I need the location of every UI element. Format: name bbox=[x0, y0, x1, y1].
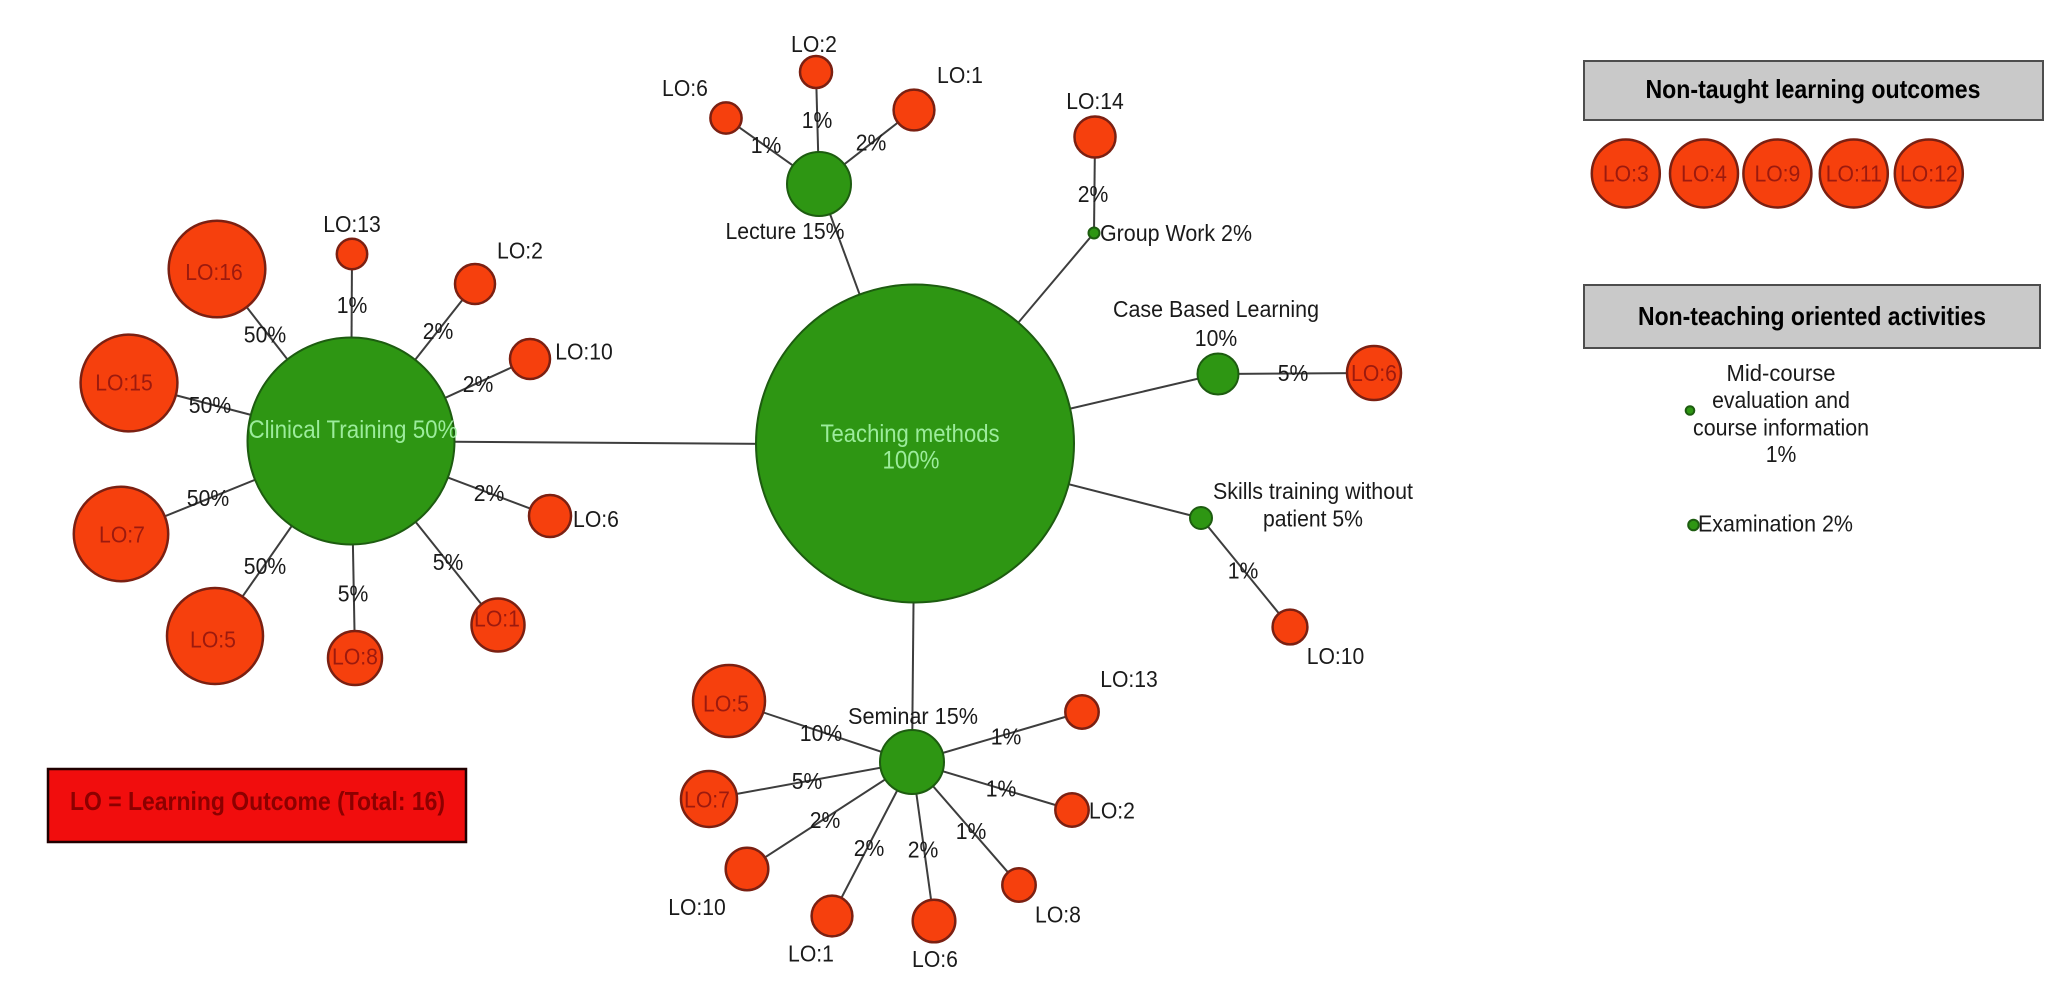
svg-text:LO:15: LO:15 bbox=[95, 370, 153, 396]
svg-text:LO:13: LO:13 bbox=[323, 211, 381, 237]
svg-text:1%: 1% bbox=[751, 132, 782, 158]
svg-text:LO:1: LO:1 bbox=[474, 606, 520, 632]
svg-text:LO:3: LO:3 bbox=[1603, 161, 1649, 187]
svg-text:1%: 1% bbox=[991, 724, 1022, 750]
svg-text:Mid-course: Mid-course bbox=[1727, 360, 1836, 386]
svg-text:50%: 50% bbox=[244, 322, 286, 348]
svg-text:LO:8: LO:8 bbox=[1035, 902, 1081, 928]
svg-text:LO:5: LO:5 bbox=[190, 627, 236, 653]
svg-text:LO:9: LO:9 bbox=[1754, 161, 1800, 187]
svg-text:LO:6: LO:6 bbox=[912, 946, 958, 972]
svg-text:LO:12: LO:12 bbox=[1900, 161, 1958, 187]
svg-text:Lecture 15%: Lecture 15% bbox=[726, 218, 845, 244]
svg-text:LO:4: LO:4 bbox=[1681, 161, 1727, 187]
svg-text:LO:7: LO:7 bbox=[684, 787, 730, 813]
svg-text:LO:1: LO:1 bbox=[937, 62, 983, 88]
svg-text:10%: 10% bbox=[1195, 325, 1237, 351]
svg-text:course information: course information bbox=[1693, 415, 1869, 441]
svg-text:LO:2: LO:2 bbox=[1089, 798, 1135, 824]
svg-text:patient 5%: patient 5% bbox=[1263, 506, 1363, 532]
svg-text:5%: 5% bbox=[338, 581, 369, 607]
svg-text:LO:13: LO:13 bbox=[1100, 666, 1158, 692]
svg-text:evaluation and: evaluation and bbox=[1712, 387, 1850, 413]
svg-text:5%: 5% bbox=[1278, 360, 1309, 386]
svg-text:Non-taught learning outcomes: Non-taught learning outcomes bbox=[1646, 74, 1981, 104]
svg-text:50%: 50% bbox=[187, 485, 229, 511]
svg-text:2%: 2% bbox=[854, 835, 885, 861]
svg-text:10%: 10% bbox=[800, 720, 842, 746]
svg-text:LO:10: LO:10 bbox=[1307, 643, 1365, 669]
svg-text:Group Work 2%: Group Work 2% bbox=[1100, 220, 1252, 246]
svg-text:50%: 50% bbox=[244, 553, 286, 579]
svg-text:LO:14: LO:14 bbox=[1066, 88, 1124, 114]
svg-text:LO:5: LO:5 bbox=[703, 691, 749, 717]
svg-text:LO = Learning Outcome (Total:: LO = Learning Outcome (Total: 16) bbox=[70, 786, 445, 816]
svg-text:LO:2: LO:2 bbox=[497, 238, 543, 264]
svg-text:LO:1: LO:1 bbox=[788, 941, 834, 967]
svg-text:Seminar 15%: Seminar 15% bbox=[848, 703, 978, 729]
svg-text:LO:10: LO:10 bbox=[555, 339, 613, 365]
svg-text:LO:6: LO:6 bbox=[662, 75, 708, 101]
svg-text:2%: 2% bbox=[463, 371, 494, 397]
svg-text:2%: 2% bbox=[908, 837, 939, 863]
svg-text:1%: 1% bbox=[1766, 441, 1797, 467]
svg-text:1%: 1% bbox=[956, 818, 987, 844]
svg-text:2%: 2% bbox=[474, 480, 505, 506]
svg-text:5%: 5% bbox=[792, 768, 823, 794]
svg-text:Non-teaching oriented activiti: Non-teaching oriented activities bbox=[1638, 301, 1986, 331]
svg-text:1%: 1% bbox=[986, 776, 1017, 802]
svg-text:LO:16: LO:16 bbox=[185, 259, 243, 285]
svg-text:LO:6: LO:6 bbox=[573, 506, 619, 532]
svg-text:Skills training without: Skills training without bbox=[1213, 478, 1414, 504]
svg-text:LO:8: LO:8 bbox=[332, 644, 378, 670]
svg-text:1%: 1% bbox=[802, 107, 833, 133]
svg-text:LO:6: LO:6 bbox=[1351, 360, 1397, 386]
svg-text:2%: 2% bbox=[1078, 181, 1109, 207]
svg-text:2%: 2% bbox=[810, 807, 841, 833]
svg-text:2%: 2% bbox=[856, 130, 887, 156]
svg-text:Case Based Learning: Case Based Learning bbox=[1113, 296, 1319, 322]
svg-text:100%: 100% bbox=[883, 447, 940, 475]
svg-text:5%: 5% bbox=[433, 549, 464, 575]
svg-text:1%: 1% bbox=[1228, 558, 1259, 584]
svg-text:2%: 2% bbox=[423, 318, 454, 344]
svg-text:LO:7: LO:7 bbox=[99, 522, 145, 548]
svg-text:LO:11: LO:11 bbox=[1826, 161, 1882, 187]
svg-text:Examination 2%: Examination 2% bbox=[1698, 511, 1853, 537]
svg-text:LO:2: LO:2 bbox=[791, 31, 837, 57]
svg-text:1%: 1% bbox=[337, 292, 368, 318]
svg-text:Clinical Training 50%: Clinical Training 50% bbox=[249, 416, 458, 444]
svg-text:50%: 50% bbox=[189, 392, 231, 418]
svg-text:Teaching methods: Teaching methods bbox=[821, 420, 1000, 448]
svg-text:LO:10: LO:10 bbox=[668, 894, 726, 920]
